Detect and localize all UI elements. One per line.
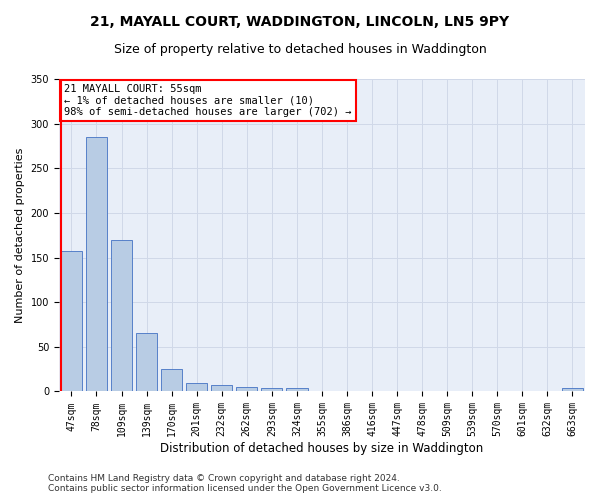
Y-axis label: Number of detached properties: Number of detached properties [15, 148, 25, 323]
Text: Contains public sector information licensed under the Open Government Licence v3: Contains public sector information licen… [48, 484, 442, 493]
Bar [111, 240, 132, 392]
Bar [261, 388, 283, 392]
Bar [86, 137, 107, 392]
Bar [236, 387, 257, 392]
Text: Size of property relative to detached houses in Waddington: Size of property relative to detached ho… [113, 42, 487, 56]
Bar [286, 388, 308, 392]
Text: 21, MAYALL COURT, WADDINGTON, LINCOLN, LN5 9PY: 21, MAYALL COURT, WADDINGTON, LINCOLN, L… [91, 15, 509, 29]
Text: 21 MAYALL COURT: 55sqm
← 1% of detached houses are smaller (10)
98% of semi-deta: 21 MAYALL COURT: 55sqm ← 1% of detached … [64, 84, 352, 117]
Bar [562, 388, 583, 392]
Bar [186, 384, 208, 392]
X-axis label: Distribution of detached houses by size in Waddington: Distribution of detached houses by size … [160, 442, 484, 455]
Bar [61, 252, 82, 392]
Bar [136, 334, 157, 392]
Bar [161, 369, 182, 392]
Bar [211, 385, 232, 392]
Text: Contains HM Land Registry data © Crown copyright and database right 2024.: Contains HM Land Registry data © Crown c… [48, 474, 400, 483]
